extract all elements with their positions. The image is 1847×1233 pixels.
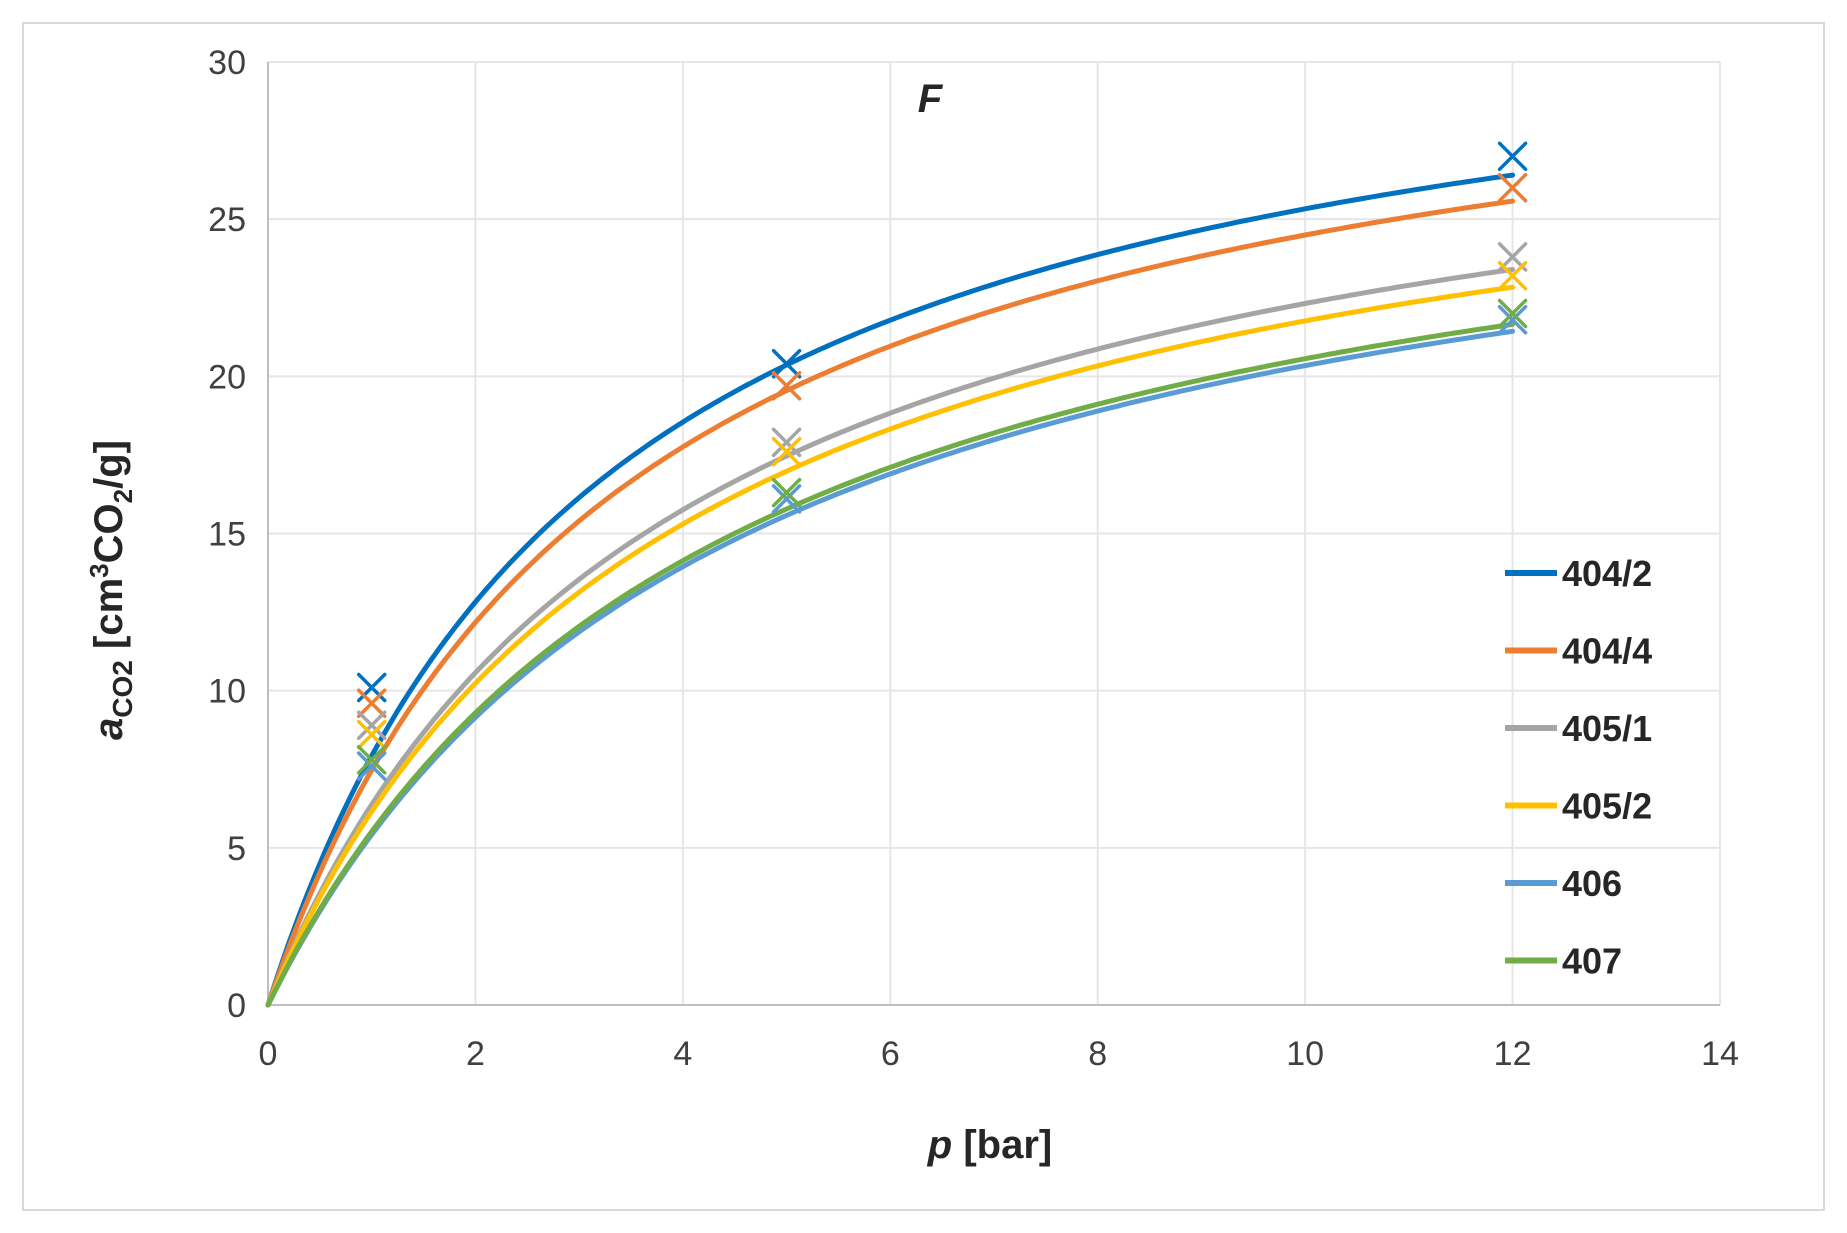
y-axis-unit-mid: CO xyxy=(87,503,131,563)
fit-curve-405-1 xyxy=(265,267,1516,1008)
legend-item-404-2: 404/2 xyxy=(1505,553,1652,594)
x-axis-title: p [bar] xyxy=(927,1123,1052,1167)
fit-curves xyxy=(265,172,1516,1008)
x-tick-label: 8 xyxy=(1088,1035,1107,1073)
legend-item-406: 406 xyxy=(1505,863,1622,904)
y-tick-label: 25 xyxy=(208,201,246,239)
legend-item-407: 407 xyxy=(1505,941,1622,982)
x-tick-label: 14 xyxy=(1701,1035,1739,1073)
grid xyxy=(268,61,1721,1005)
y-tick-label: 20 xyxy=(208,358,246,396)
legend: 404/2 404/4 405/1 405/2 406 407 xyxy=(1505,553,1652,982)
fit-curve-404-2 xyxy=(265,172,1516,1008)
marker-405-2 xyxy=(1497,260,1528,291)
marker-405-2 xyxy=(771,437,802,467)
marker-407 xyxy=(356,745,387,775)
y-axis-sub2: 2 xyxy=(108,489,138,503)
tick-labels: 0 5 10 15 20 25 30 0 2 4 6 8 10 12 14 xyxy=(208,44,1739,1073)
legend-item-405-2: 405/2 xyxy=(1505,786,1652,827)
data-markers xyxy=(356,141,1528,781)
marker-404-4 xyxy=(356,688,387,718)
y-axis-sub: CO2 xyxy=(107,660,138,718)
marker-404-2 xyxy=(771,349,802,379)
y-axis-var: a xyxy=(87,718,131,740)
marker-407 xyxy=(771,477,802,508)
marker-405-1 xyxy=(771,427,802,458)
marker-404-2 xyxy=(356,672,387,703)
y-axis-sup: 3 xyxy=(84,563,114,577)
marker-406 xyxy=(356,751,387,781)
marker-407 xyxy=(1497,298,1528,329)
x-tick-label: 6 xyxy=(881,1035,900,1073)
y-tick-label: 10 xyxy=(208,673,246,711)
marker-406 xyxy=(1497,305,1528,335)
x-tick-label: 10 xyxy=(1286,1035,1324,1073)
x-tick-label: 12 xyxy=(1494,1035,1532,1073)
fit-curve-407 xyxy=(265,321,1516,1008)
y-tick-label: 5 xyxy=(227,830,246,868)
fit-curve-404-4 xyxy=(265,198,1516,1008)
x-tick-label: 4 xyxy=(673,1035,692,1073)
x-axis-unit: [bar] xyxy=(963,1123,1052,1167)
x-tick-label: 0 xyxy=(259,1035,278,1073)
legend-label: 405/1 xyxy=(1562,708,1652,749)
legend-label: 404/4 xyxy=(1562,631,1652,672)
legend-label: 407 xyxy=(1562,941,1622,982)
chart-title: F xyxy=(918,77,944,121)
marker-406 xyxy=(771,484,802,514)
legend-item-404-4: 404/4 xyxy=(1505,631,1652,672)
legend-label: 406 xyxy=(1562,863,1622,904)
marker-404-2 xyxy=(1497,141,1528,172)
x-tick-label: 2 xyxy=(466,1035,485,1073)
axes xyxy=(267,62,1720,1006)
fit-curve-405-2 xyxy=(265,284,1516,1008)
y-tick-label: 15 xyxy=(208,516,246,554)
y-tick-label: 30 xyxy=(208,44,246,82)
y-tick-label: 0 xyxy=(227,987,246,1025)
legend-label: 404/2 xyxy=(1562,553,1652,594)
marker-404-4 xyxy=(771,371,802,401)
legend-label: 405/2 xyxy=(1562,786,1652,827)
legend-item-405-1: 405/1 xyxy=(1505,708,1652,749)
y-axis-unit-post: /g] xyxy=(87,440,131,489)
marker-404-4 xyxy=(1497,172,1528,203)
x-axis-var: p xyxy=(927,1123,952,1167)
y-axis-unit-pre: [cm xyxy=(87,578,131,649)
y-axis-title: aCO2 [cm3CO2/g] xyxy=(84,440,138,740)
fit-curve-406 xyxy=(265,328,1516,1008)
marker-405-1 xyxy=(356,710,387,740)
marker-405-2 xyxy=(356,719,387,750)
